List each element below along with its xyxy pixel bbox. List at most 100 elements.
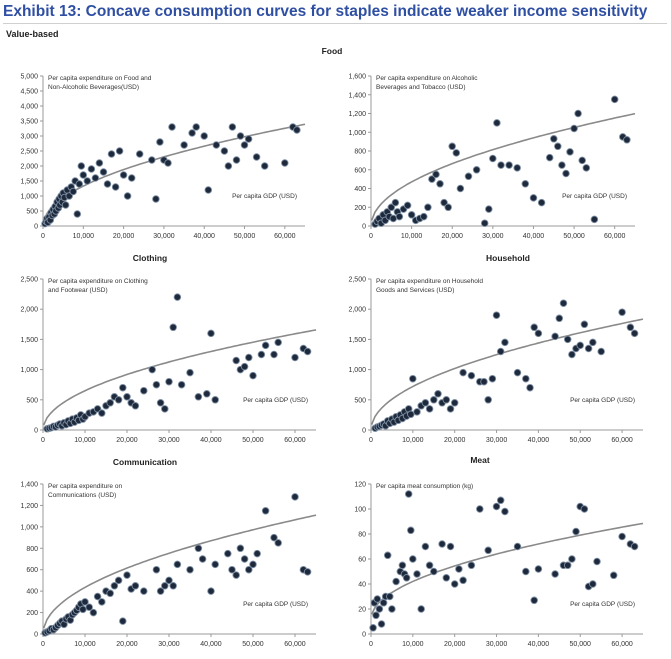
- data-point: [480, 219, 489, 227]
- data-point: [407, 211, 416, 219]
- y-tick-label: 1,400: [348, 92, 366, 99]
- x-tick-label: 60,000: [274, 233, 296, 240]
- x-tick-label: 20,000: [444, 641, 466, 648]
- data-point: [135, 150, 144, 158]
- data-point: [446, 405, 455, 413]
- data-point: [492, 502, 501, 511]
- x-tick-label: 50,000: [570, 437, 592, 444]
- data-point: [497, 161, 505, 169]
- data-point: [152, 380, 161, 389]
- y-tick-label: 500: [26, 397, 38, 404]
- data-point: [119, 383, 127, 392]
- scatter-chart-3: Clothing 0 500 1,000 1,500 2,000 2,500 0 10,000 2…: [20, 253, 317, 444]
- x-tick-label: 20,000: [442, 233, 464, 240]
- data-point: [293, 126, 301, 134]
- x-axis-label: Per capita GDP (USD): [232, 193, 297, 200]
- data-point: [73, 210, 82, 218]
- data-point: [467, 371, 476, 380]
- y-tick-label: 0: [34, 632, 38, 639]
- data-point: [574, 109, 582, 118]
- y-tick-label: 800: [26, 546, 38, 553]
- data-point: [456, 184, 465, 193]
- y-tick-label: 2,000: [348, 307, 366, 314]
- y-tick-label: 400: [354, 186, 366, 193]
- y-tick-label: 2,500: [20, 277, 38, 284]
- data-point: [253, 549, 261, 558]
- data-point: [192, 123, 200, 131]
- x-tick-label: 0: [41, 641, 45, 648]
- data-point: [442, 396, 451, 404]
- data-point: [161, 405, 169, 413]
- data-point: [89, 608, 98, 617]
- data-point: [220, 147, 229, 155]
- data-point: [563, 561, 572, 570]
- data-point: [563, 335, 572, 344]
- y-tick-label: 1,500: [20, 337, 38, 344]
- data-point: [203, 390, 211, 398]
- data-point: [398, 561, 407, 570]
- data-point: [164, 159, 172, 167]
- y-tick-label: 5,000: [20, 74, 38, 81]
- y-tick-label: 80: [358, 532, 366, 539]
- x-tick-label: 30,000: [486, 437, 508, 444]
- data-point: [270, 533, 278, 542]
- data-point: [618, 308, 626, 316]
- data-point: [260, 162, 269, 170]
- data-point: [424, 203, 432, 212]
- data-point: [228, 565, 236, 574]
- x-tick-label: 50,000: [570, 641, 592, 648]
- data-point: [566, 148, 574, 156]
- data-point: [165, 576, 173, 585]
- data-point: [387, 203, 396, 212]
- data-point: [228, 123, 237, 131]
- data-point: [257, 350, 266, 359]
- data-point: [464, 172, 473, 181]
- y-tick-label: 2,000: [20, 307, 38, 314]
- x-axis-label: Per capita GDP (USD): [570, 397, 635, 404]
- x-tick-label: 60,000: [611, 437, 633, 444]
- data-point: [119, 171, 128, 179]
- data-point: [590, 215, 599, 224]
- x-tick-label: 50,000: [242, 437, 264, 444]
- data-point: [200, 132, 208, 140]
- data-point: [211, 396, 219, 404]
- y-tick-label: 1,000: [20, 194, 38, 201]
- data-point: [395, 212, 404, 221]
- x-tick-label: 20,000: [113, 233, 135, 240]
- y-tick-label: 0: [362, 224, 366, 231]
- data-point: [597, 347, 605, 356]
- data-point: [131, 402, 140, 410]
- data-point: [576, 341, 584, 350]
- data-point: [386, 592, 394, 601]
- data-point: [232, 156, 241, 164]
- data-point: [85, 603, 93, 611]
- data-point: [442, 574, 451, 582]
- data-point: [407, 526, 415, 535]
- y-tick-label: 4,500: [20, 89, 38, 96]
- data-point: [522, 374, 530, 383]
- data-point: [551, 570, 559, 578]
- data-point: [425, 561, 434, 570]
- y-tick-label: 800: [354, 149, 366, 156]
- data-point: [83, 177, 92, 185]
- data-point: [274, 539, 282, 547]
- data-point: [534, 329, 543, 338]
- data-point: [430, 396, 438, 404]
- data-point: [436, 180, 444, 188]
- data-point: [430, 567, 438, 576]
- x-tick-label: 0: [41, 437, 45, 444]
- data-point: [123, 393, 131, 401]
- x-tick-label: 50,000: [234, 233, 256, 240]
- data-point: [568, 350, 576, 359]
- data-point: [529, 194, 538, 202]
- data-point: [115, 147, 124, 155]
- y-tick-label: 200: [354, 205, 366, 212]
- trend-curve: [370, 112, 636, 221]
- data-point: [417, 605, 425, 613]
- data-point: [589, 338, 597, 347]
- data-point: [224, 549, 232, 558]
- x-tick-label: 30,000: [158, 437, 180, 444]
- scatter-chart-1: Food 0 500 1,000 1,500 2,000 2,500 3,000 3,500 4,…: [20, 46, 342, 240]
- data-point: [369, 624, 377, 632]
- data-point: [95, 159, 104, 167]
